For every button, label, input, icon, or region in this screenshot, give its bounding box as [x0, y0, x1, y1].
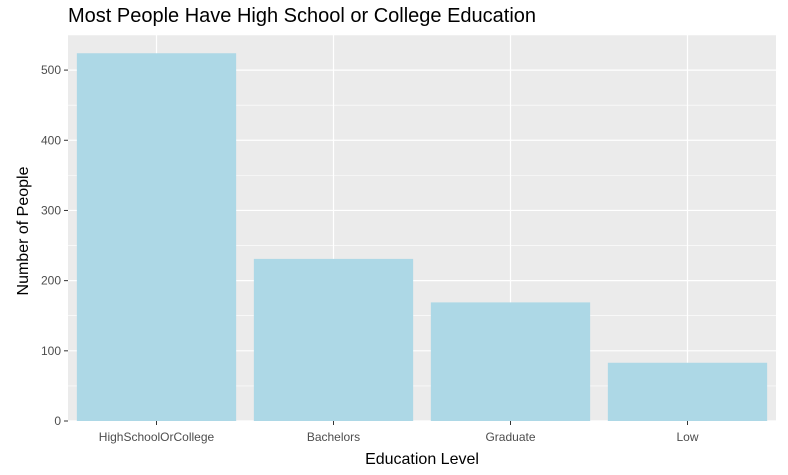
- x-axis: HighSchoolOrCollege Bachelors Graduate Low: [99, 421, 699, 444]
- x-tick-label: HighSchoolOrCollege: [99, 430, 215, 444]
- bar-bachelors: [253, 258, 414, 421]
- x-tick-label: Graduate: [485, 430, 535, 444]
- chart-title: Most People Have High School or College …: [68, 5, 536, 27]
- y-tick-label: 100: [41, 344, 61, 358]
- x-axis-title: Education Level: [365, 451, 479, 468]
- y-tick-label: 400: [41, 133, 61, 147]
- y-axis-title: Number of People: [15, 166, 32, 295]
- bar-low: [607, 362, 768, 421]
- bar-highschoolorcollege: [76, 53, 237, 421]
- y-axis: 0 100 200 300 400 500: [41, 63, 68, 428]
- bar-graduate: [430, 302, 591, 421]
- y-tick-label: 0: [54, 414, 61, 428]
- bars: [76, 53, 768, 421]
- y-tick-label: 500: [41, 63, 61, 77]
- x-tick-label: Low: [676, 430, 698, 444]
- y-tick-label: 300: [41, 203, 61, 217]
- x-tick-label: Bachelors: [307, 430, 360, 444]
- y-tick-label: 200: [41, 274, 61, 288]
